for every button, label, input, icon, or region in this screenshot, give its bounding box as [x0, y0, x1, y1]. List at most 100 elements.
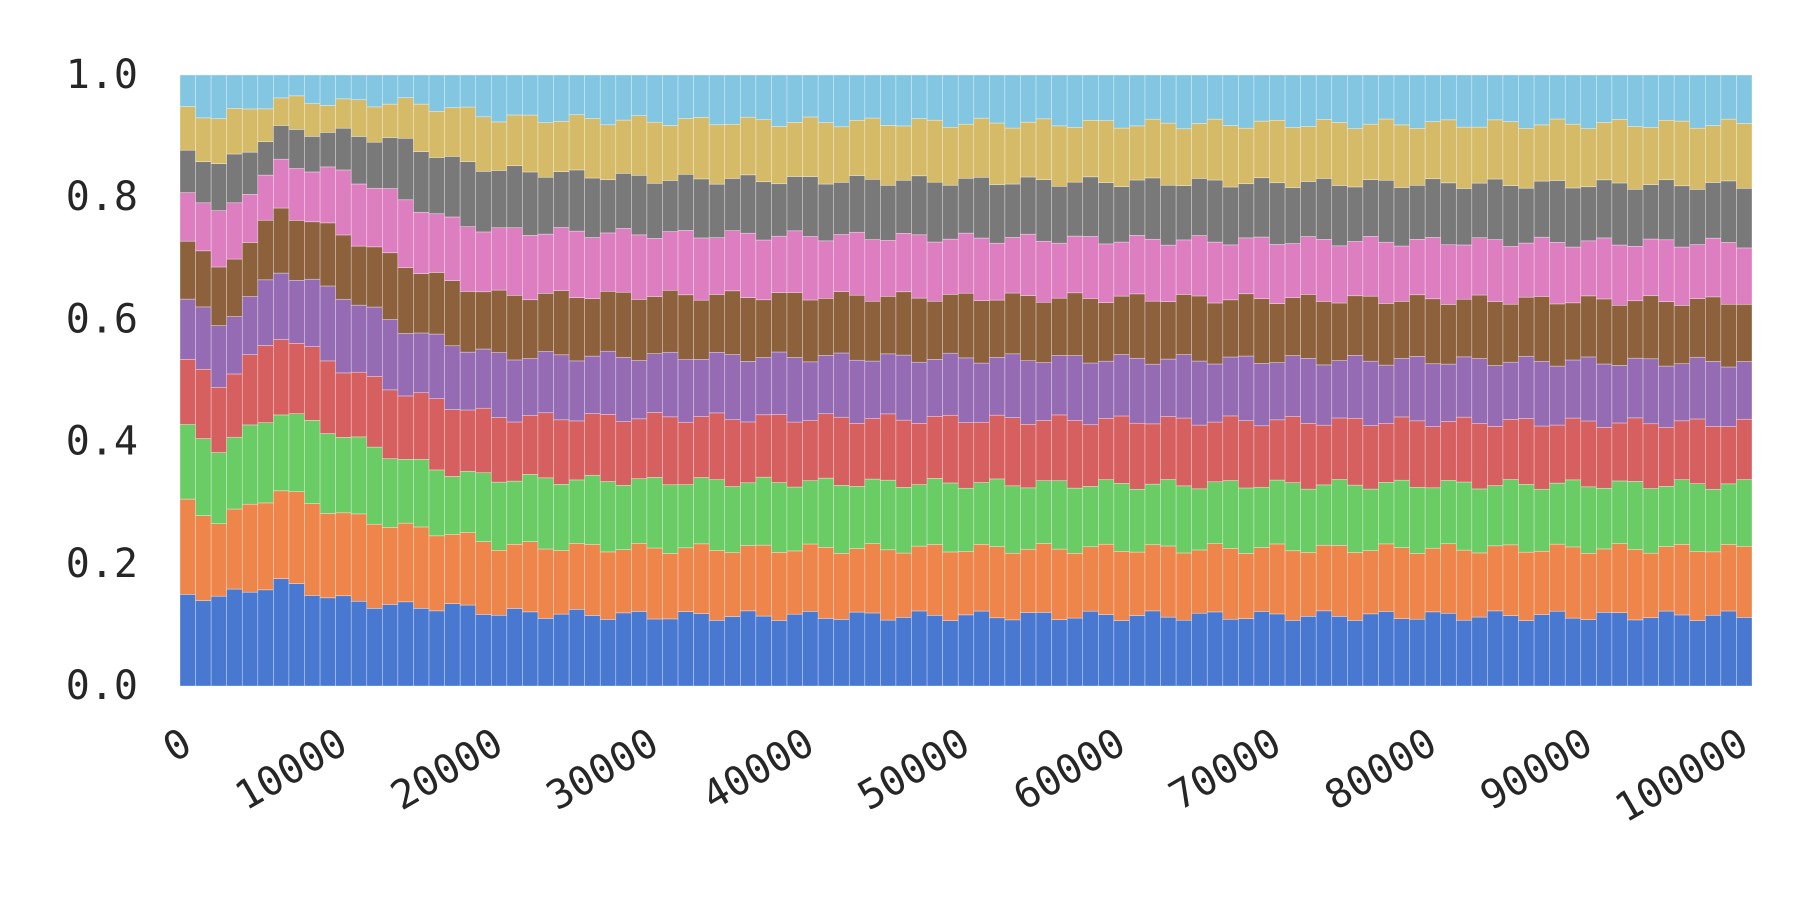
bar-segment — [817, 183, 835, 242]
bar-segment — [1253, 486, 1270, 548]
bar-segment — [1051, 74, 1068, 127]
bar-segment — [1362, 74, 1379, 125]
bar-segment — [195, 368, 212, 439]
bar-segment — [724, 486, 741, 554]
bar-segment — [1020, 295, 1037, 362]
bar-segment — [210, 595, 227, 687]
bar-segment — [708, 412, 726, 480]
bar-segment — [1424, 178, 1442, 238]
bar-segment — [288, 95, 305, 130]
bar-segment — [1409, 618, 1426, 687]
bar-segment — [444, 216, 461, 281]
bar-segment — [241, 194, 259, 243]
bar-segment — [926, 300, 943, 360]
bar-segment — [1673, 246, 1691, 306]
bar-segment — [1518, 242, 1535, 298]
bar-segment — [1129, 615, 1146, 687]
bar-segment — [755, 357, 772, 416]
bar-segment — [1082, 546, 1099, 612]
bar-segment — [1066, 617, 1084, 687]
bar-segment — [662, 553, 679, 620]
bar-segment — [1642, 617, 1659, 687]
bar-segment — [1066, 420, 1084, 489]
bar-segment — [397, 395, 414, 460]
bar-segment — [335, 512, 352, 597]
bar-segment — [1331, 74, 1348, 123]
bar-segment — [1393, 547, 1410, 620]
bar-segment — [833, 352, 850, 418]
bar-segment — [942, 620, 959, 687]
bar-segment — [1549, 303, 1566, 367]
bar-segment — [382, 319, 399, 391]
bar-segment — [771, 482, 788, 553]
bar-segment — [771, 552, 788, 621]
bar-segment — [1455, 298, 1473, 358]
bar-segment — [631, 115, 648, 176]
x-axis: 0 10000 20000 30000 40000 50000 60000 70000 8000… — [156, 720, 1756, 832]
bar-segment — [755, 414, 772, 478]
bar-segment — [273, 578, 290, 687]
y-tick-label: 0.0 — [66, 663, 138, 709]
bar-segment — [1097, 243, 1115, 303]
bar-segment — [1564, 74, 1582, 125]
bar-segment — [1533, 425, 1550, 490]
bar-segment — [350, 183, 368, 247]
bar-segment — [522, 299, 539, 359]
bar-segment — [1580, 128, 1597, 188]
bar-segment — [833, 553, 850, 620]
bar-segment — [833, 181, 850, 235]
bar-segment — [568, 543, 585, 610]
bar-segment — [1284, 482, 1301, 552]
bar-segment — [490, 289, 508, 353]
bar-segment — [1611, 304, 1628, 366]
bar-segment — [848, 423, 866, 487]
bar-segment — [1502, 544, 1519, 616]
bar-segment — [1720, 74, 1737, 120]
bar-segment — [1004, 292, 1021, 355]
bar-segment — [584, 177, 601, 238]
bar-segment — [257, 174, 274, 221]
bar-segment — [880, 479, 897, 551]
bar-segment — [1564, 187, 1582, 248]
bar-segment — [1222, 125, 1239, 188]
bar-segment — [1487, 119, 1504, 180]
bar-segment — [1191, 123, 1208, 179]
bar-segment — [1378, 482, 1395, 545]
bar-segment — [1736, 123, 1753, 189]
bar-segment — [179, 74, 196, 107]
bar-segment — [1238, 355, 1255, 422]
bar-segment — [1611, 422, 1628, 482]
bar-segment — [490, 352, 508, 418]
bar-segment — [724, 616, 741, 687]
bar-segment — [724, 354, 741, 420]
bar-segment — [848, 119, 866, 176]
bar-segment — [1627, 417, 1644, 482]
bar-segment — [1206, 74, 1224, 120]
bar-segment — [771, 351, 788, 415]
bar-segment — [1175, 552, 1192, 621]
bar-segment — [1564, 302, 1582, 361]
bar-segment — [646, 74, 663, 123]
bar-segment — [1097, 417, 1115, 480]
bar-segment — [1160, 416, 1177, 480]
bar-segment — [895, 291, 912, 356]
bar-segment — [864, 178, 881, 240]
bar-segment — [1564, 546, 1582, 619]
bar-segment — [599, 74, 617, 126]
bar-segment — [1051, 548, 1068, 621]
bar-segment — [428, 111, 445, 158]
bar-segment — [304, 136, 321, 173]
bar-segment — [1051, 355, 1068, 416]
bar-segment — [1113, 186, 1130, 243]
bar-segment — [1658, 365, 1675, 428]
bar-segment — [1082, 486, 1099, 548]
bar-segment — [241, 74, 259, 110]
bar-segment — [304, 221, 321, 280]
bar-segment — [1082, 424, 1099, 487]
bar-segment — [568, 169, 585, 232]
bar-segment — [210, 523, 227, 597]
bar-segment — [179, 594, 196, 687]
bar-segment — [1284, 620, 1301, 687]
bar-segment — [1518, 128, 1535, 189]
bar-segment — [724, 552, 741, 617]
